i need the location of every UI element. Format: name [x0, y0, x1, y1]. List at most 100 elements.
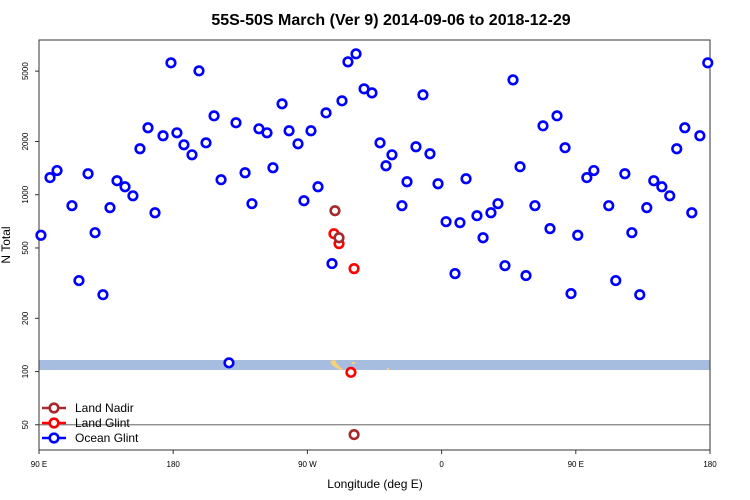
data-point [208, 110, 220, 122]
data-point [366, 87, 378, 99]
data-point [641, 202, 653, 214]
data-point [119, 181, 131, 193]
data-point [350, 48, 362, 60]
data-point [223, 357, 235, 369]
data-point [551, 110, 563, 122]
land-patch [387, 368, 389, 370]
data-point [104, 202, 116, 214]
data-point [171, 127, 183, 139]
legend-item: Land Nadir [42, 401, 134, 415]
legend-marker [48, 432, 60, 444]
y-tick-label: 5000 [21, 62, 30, 80]
y-tick-label: 2000 [21, 132, 30, 150]
data-point [51, 164, 63, 177]
data-point [417, 89, 429, 101]
data-point [312, 181, 324, 193]
data-point [261, 127, 273, 139]
data-point [544, 223, 556, 235]
data-point [276, 98, 288, 110]
y-tick-label: 200 [21, 311, 30, 325]
data-point [386, 149, 398, 161]
land-patch [330, 360, 343, 370]
data-point [610, 274, 622, 287]
data-point [454, 217, 466, 229]
legend-item: Ocean Glint [42, 431, 139, 445]
data-point [89, 227, 101, 239]
x-tick-label: 90 E [568, 460, 584, 469]
legend-marker [48, 417, 60, 429]
x-tick-label: 180 [167, 460, 181, 469]
y-axis: 50 100 200 500 1000 2000 5000 [21, 62, 39, 429]
legend-marker [48, 402, 60, 414]
x-tick-label: 90 E [31, 460, 47, 469]
y-tick-label: 1000 [21, 185, 30, 203]
data-point [239, 167, 251, 179]
x-axis: 90 E 180 90 W 0 90 E 180 [31, 450, 717, 469]
data-point [127, 190, 139, 202]
data-point [671, 143, 683, 155]
data-point [634, 289, 646, 301]
data-point [305, 125, 317, 137]
data-point [499, 260, 511, 272]
data-point [178, 139, 190, 151]
data-point [507, 74, 519, 86]
data-point [380, 160, 392, 172]
data-point [656, 181, 668, 193]
data-point [529, 200, 541, 212]
y-axis-label: N Total [0, 226, 13, 263]
data-point [142, 122, 154, 134]
data-point [320, 107, 332, 119]
data-point [73, 274, 85, 287]
data-point [165, 57, 177, 69]
data-point [186, 149, 198, 161]
data-point [336, 95, 348, 107]
data-point [648, 175, 660, 187]
data-point [342, 56, 354, 68]
y-tick-label: 50 [21, 420, 30, 429]
data-point [664, 190, 676, 202]
data-point [520, 269, 532, 282]
data-point [230, 117, 242, 129]
data-points [35, 48, 714, 441]
data-point [537, 120, 549, 132]
data-point [283, 125, 295, 137]
legend-label: Land Glint [75, 416, 130, 430]
data-point [35, 229, 47, 241]
data-point [348, 428, 360, 441]
data-point [246, 198, 258, 210]
latitude-band-map-strip [39, 360, 710, 370]
data-point [401, 176, 413, 188]
data-point [292, 138, 304, 150]
data-point [134, 143, 146, 155]
x-tick-label: 90 W [298, 460, 317, 469]
legend-label: Land Nadir [75, 401, 134, 415]
data-point [267, 162, 279, 174]
land-patch [352, 362, 355, 364]
data-point [626, 227, 638, 239]
y-tick-label: 500 [21, 241, 30, 255]
data-point [200, 137, 212, 149]
data-point [345, 366, 357, 378]
data-point [193, 65, 205, 77]
series-land-glint [328, 228, 360, 378]
data-point [603, 200, 615, 212]
x-tick-label: 0 [439, 460, 444, 469]
data-point [432, 178, 444, 190]
data-point [514, 161, 526, 173]
data-point [559, 142, 571, 154]
data-point [44, 171, 56, 184]
data-point [619, 168, 631, 180]
data-point [572, 229, 584, 241]
data-point [149, 207, 161, 219]
data-point [298, 195, 310, 207]
x-tick-label: 180 [703, 460, 717, 469]
data-point [565, 287, 577, 300]
legend-item: Land Glint [42, 416, 130, 430]
data-point [329, 205, 341, 217]
data-point [66, 200, 78, 212]
plot-frame [38, 39, 711, 451]
ocean-band [39, 360, 710, 370]
data-point [215, 174, 227, 186]
